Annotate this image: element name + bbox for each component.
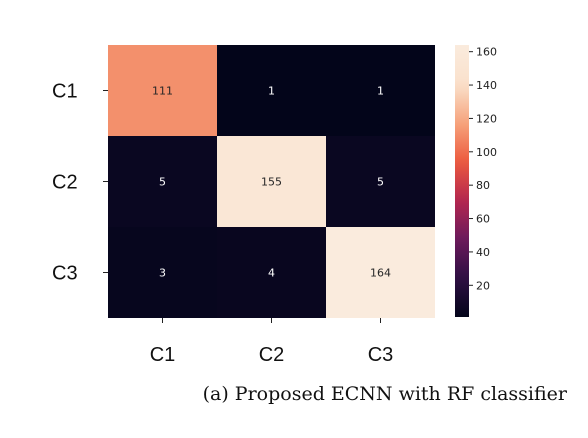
x-tick-label: C1	[150, 344, 176, 366]
colorbar-tick-label: 140	[476, 79, 497, 92]
figure-caption: (a) Proposed ECNN with RF classifier	[202, 383, 567, 405]
heatmap-cell	[108, 45, 217, 136]
x-tick-label: C2	[259, 344, 285, 366]
heatmap-cell	[217, 45, 326, 136]
heatmap-cell	[326, 227, 435, 318]
cell-value-label: 1	[377, 85, 384, 98]
heatmap-cell	[108, 227, 217, 318]
colorbar-tick-label: 80	[476, 179, 490, 192]
cell-value-label: 5	[159, 176, 166, 189]
colorbar-tick-label: 120	[476, 112, 497, 125]
cell-value-label: 155	[261, 176, 282, 189]
colorbar	[455, 45, 469, 317]
heatmap-cell	[326, 136, 435, 227]
heatmap-cell	[217, 136, 326, 227]
colorbar-tick-label: 60	[476, 213, 490, 226]
heatmap-cell	[108, 136, 217, 227]
y-tick-label: C3	[52, 263, 78, 285]
cell-value-label: 164	[370, 267, 391, 280]
cell-value-label: 5	[377, 176, 384, 189]
heatmap-cell	[326, 45, 435, 136]
colorbar-tick-label: 100	[476, 146, 497, 159]
y-tick-label: C1	[52, 81, 78, 103]
cell-value-label: 1	[268, 85, 275, 98]
y-tick-label: C2	[52, 172, 78, 194]
cell-value-label: 4	[268, 267, 275, 280]
colorbar-tick-label: 20	[476, 279, 490, 292]
colorbar-tick-label: 40	[476, 246, 490, 259]
heatmap-cell	[217, 227, 326, 318]
cell-value-label: 111	[152, 85, 173, 98]
x-tick-label: C3	[368, 344, 394, 366]
colorbar-tick-label: 160	[476, 46, 497, 59]
cell-value-label: 3	[159, 267, 166, 280]
